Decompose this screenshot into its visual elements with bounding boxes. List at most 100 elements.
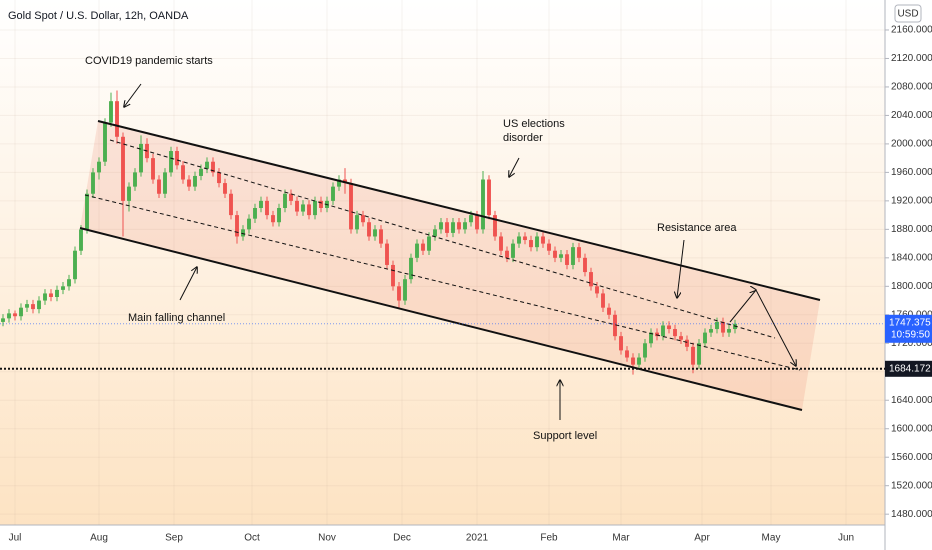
candle-body	[385, 243, 389, 265]
candle-body	[535, 236, 539, 248]
x-tick-label: Nov	[318, 533, 336, 544]
candle-body	[403, 279, 407, 301]
candles	[1, 90, 737, 375]
candle-body	[169, 151, 173, 173]
channel-fill	[80, 121, 820, 410]
candle-body	[475, 215, 479, 230]
candle-body	[73, 250, 77, 280]
candle-body	[319, 200, 323, 208]
candle-body	[49, 293, 53, 297]
candle-body	[61, 286, 65, 290]
currency: USD	[897, 9, 918, 20]
candle-body	[529, 240, 533, 248]
chart-title: Gold Spot / U.S. Dollar, 12h, OANDA	[8, 10, 189, 22]
channel-upper	[97, 120, 821, 301]
candle-body	[511, 243, 515, 258]
candle-body	[637, 357, 641, 365]
candle-body	[67, 279, 71, 287]
candle-body	[163, 172, 167, 194]
candle-body	[253, 207, 257, 219]
y-tick-label: 2080.000	[891, 82, 932, 93]
candle-body	[223, 183, 227, 194]
candle-body	[379, 229, 383, 244]
candle-body	[373, 229, 377, 237]
y-tick-label: 1880.000	[891, 224, 932, 235]
support-price-label: 1684.172	[889, 363, 931, 374]
candle-body	[673, 329, 677, 337]
candle-body	[121, 136, 125, 201]
candle-body	[631, 357, 635, 365]
candle-body	[181, 165, 185, 180]
plot-background	[0, 0, 885, 525]
candle-body	[277, 207, 281, 223]
candle-body	[217, 172, 221, 184]
candle-body	[115, 101, 119, 137]
currency-box[interactable]	[894, 4, 922, 23]
candle-body	[577, 247, 581, 258]
candle-body	[127, 186, 131, 201]
candle-body	[505, 250, 509, 258]
candle-body	[361, 215, 365, 223]
candle-body	[457, 222, 461, 230]
candle-body	[295, 200, 299, 212]
candle-body	[25, 304, 29, 308]
candle-body	[151, 158, 155, 180]
candle-body	[727, 329, 731, 333]
candle-body	[451, 222, 455, 233]
candle-body	[271, 215, 275, 223]
candle-body	[7, 313, 11, 319]
candle-body	[421, 243, 425, 251]
candle-body	[481, 179, 485, 230]
drawings	[79, 83, 821, 420]
annotation: Resistance area	[657, 222, 737, 234]
channel-lower	[79, 227, 803, 411]
candle-body	[439, 222, 443, 230]
channel-mid-upper	[109, 139, 776, 339]
candle-body	[559, 254, 563, 258]
candle-body	[517, 236, 521, 244]
candle-body	[613, 314, 617, 337]
channel-arrow	[179, 267, 197, 301]
candle-body	[469, 215, 473, 223]
candle-body	[583, 257, 587, 273]
candle-body	[595, 286, 599, 294]
candle-body	[307, 204, 311, 216]
x-tick-label: Mar	[612, 533, 630, 544]
candle-body	[679, 336, 683, 340]
candle-body	[157, 179, 161, 194]
candle-body	[565, 254, 569, 265]
candle-body	[265, 200, 269, 216]
candle-body	[355, 215, 359, 230]
candle-body	[301, 204, 305, 212]
x-tick-label: Oct	[244, 533, 260, 544]
y-tick-label: 2160.000	[891, 25, 932, 36]
annotation: disorder	[503, 132, 543, 144]
last-price-label: 1747.375	[889, 317, 931, 328]
y-tick-label: 1640.000	[891, 395, 932, 406]
y-tick-label: 1920.000	[891, 196, 932, 207]
y-tick-label: 1600.000	[891, 423, 932, 434]
candle-body	[541, 236, 545, 244]
annotation: US elections	[503, 118, 565, 130]
candle-body	[97, 161, 101, 173]
x-tick-label: Feb	[540, 533, 558, 544]
candle-body	[721, 321, 725, 333]
candle-body	[655, 332, 659, 337]
candle-body	[397, 286, 401, 301]
x-tick-label: May	[762, 533, 781, 544]
projection-path	[729, 290, 796, 366]
candle-body	[391, 264, 395, 287]
candle-body	[409, 257, 413, 280]
candle-body	[499, 236, 503, 251]
candle-body	[79, 229, 83, 251]
candle-body	[289, 193, 293, 201]
candle-body	[445, 222, 449, 233]
candle-body	[697, 343, 701, 365]
x-tick-label: Jun	[838, 533, 854, 544]
candle-body	[19, 307, 23, 317]
candle-body	[715, 321, 719, 330]
x-tick-label: Sep	[165, 533, 183, 544]
candle-body	[553, 250, 557, 258]
y-tick-label: 2040.000	[891, 110, 932, 121]
candle-body	[187, 179, 191, 187]
